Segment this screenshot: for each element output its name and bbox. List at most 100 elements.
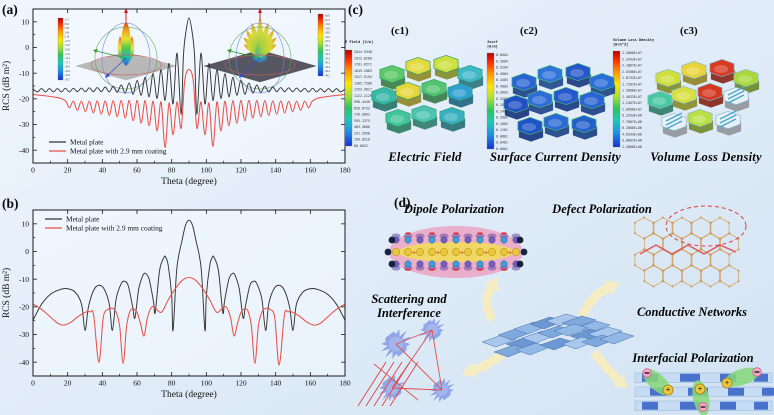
svg-text:20: 20 xyxy=(64,379,72,388)
svg-text:-22.0: -22.0 xyxy=(325,36,331,39)
svg-text:160: 160 xyxy=(305,379,317,388)
svg-text:20: 20 xyxy=(64,166,72,175)
svg-text:E Field [V/m]: E Field [V/m] xyxy=(345,40,373,44)
svg-text:+: + xyxy=(508,248,512,257)
svg-text:0.3603: 0.3603 xyxy=(496,91,508,95)
svg-text:0.16: 0.16 xyxy=(65,36,70,39)
svg-text:6.2000E+06: 6.2000E+06 xyxy=(622,126,642,130)
svg-text:-37.3: -37.3 xyxy=(325,57,331,60)
svg-text:-46.4: -46.4 xyxy=(325,70,331,73)
svg-text:Metal plate: Metal plate xyxy=(70,138,104,147)
label-dipole-polarization: Dipole Polarization xyxy=(403,202,505,216)
svg-text:1912.8260: 1912.8260 xyxy=(354,56,372,60)
svg-text:-15.8: -15.8 xyxy=(325,27,331,30)
svg-text:100: 100 xyxy=(201,379,213,388)
svg-text:Metal plate with 2.9 mm coatin: Metal plate with 2.9 mm coating xyxy=(70,147,167,156)
svg-text:-40: -40 xyxy=(19,146,29,155)
series-coating xyxy=(33,276,345,366)
svg-text:2.0300E+07: 2.0300E+07 xyxy=(622,70,642,74)
svg-text:Theta (degree): Theta (degree) xyxy=(161,389,217,400)
interfacial-polarization-graphic: + + + xyxy=(634,367,774,415)
svg-text:-2.73: -2.73 xyxy=(65,40,71,43)
label-conductive-networks: Conductive Networks xyxy=(636,305,748,319)
svg-text:60: 60 xyxy=(133,166,141,175)
hex-tile xyxy=(457,64,484,90)
svg-text:Jsurf: Jsurf xyxy=(487,40,498,44)
svg-text:-8.50: -8.50 xyxy=(65,49,71,52)
svg-text:1253.9817: 1253.9817 xyxy=(354,88,372,92)
svg-text:-20: -20 xyxy=(19,302,29,311)
svg-text:Metal plate: Metal plate xyxy=(66,215,100,224)
svg-text:463.3686: 463.3686 xyxy=(354,125,370,129)
flow-arrow xyxy=(482,276,500,322)
hex-tile xyxy=(537,64,564,90)
svg-text:2.3433E+07: 2.3433E+07 xyxy=(622,57,642,61)
svg-text:0.6004: 0.6004 xyxy=(496,53,508,57)
flow-arrow xyxy=(590,349,628,389)
svg-text:140: 140 xyxy=(270,379,282,388)
dipole-polarization-graphic: + + + + + xyxy=(384,226,528,278)
sublabel-c1: (c1) xyxy=(391,25,409,37)
hex-tile xyxy=(411,104,438,130)
hex-tile xyxy=(565,62,592,88)
svg-text:-34.2: -34.2 xyxy=(325,53,331,56)
farfield-inset-pencil-beam: 11.78.815.933.04 0.16-2.73-5.61 -8.50-11.4… xyxy=(57,8,177,94)
honeycomb-network-graphic xyxy=(633,205,747,288)
svg-text:10: 10 xyxy=(22,17,30,26)
svg-text:5.93: 5.93 xyxy=(65,27,70,30)
nanosheet-stack-graphic xyxy=(481,313,635,358)
svg-text:+: + xyxy=(666,386,671,395)
svg-text:-25.8: -25.8 xyxy=(65,74,71,77)
hex-tile xyxy=(715,110,742,136)
svg-text:-20.0: -20.0 xyxy=(65,66,71,69)
hex-tile xyxy=(385,108,412,134)
svg-text:-30: -30 xyxy=(19,330,29,339)
hex-tile xyxy=(447,82,474,108)
hex-tile xyxy=(709,58,736,84)
svg-text:2044.5948: 2044.5948 xyxy=(354,50,372,54)
caption-volume-loss: Volume Loss Density xyxy=(650,150,762,164)
svg-text:-40: -40 xyxy=(19,358,29,367)
svg-text:-28.1: -28.1 xyxy=(325,45,331,48)
svg-text:160: 160 xyxy=(305,166,317,175)
sublabel-c3: (c3) xyxy=(680,25,698,37)
svg-text:0.3203: 0.3203 xyxy=(496,97,508,101)
svg-text:0.2802: 0.2802 xyxy=(496,103,508,107)
hex-tile xyxy=(681,60,708,86)
scattering-interference-graphic xyxy=(357,317,455,407)
svg-text:1.8733E+07: 1.8733E+07 xyxy=(622,76,642,80)
hex-tile xyxy=(553,86,580,112)
svg-text:-25.0: -25.0 xyxy=(325,40,331,43)
svg-text:+: + xyxy=(698,385,703,394)
svg-text:7.7667E+06: 7.7667E+06 xyxy=(622,120,642,124)
svg-text:0.2402: 0.2402 xyxy=(496,109,508,113)
svg-text:-43.4: -43.4 xyxy=(325,66,331,69)
hex-tile xyxy=(503,94,530,120)
svg-text:1.0900E+07: 1.0900E+07 xyxy=(622,107,642,111)
hexagon-cluster-e-field xyxy=(371,54,484,134)
svg-text:-10: -10 xyxy=(19,275,29,284)
caption-electric-field: Electric Field xyxy=(388,150,462,164)
svg-text:8.81: 8.81 xyxy=(65,23,70,26)
hex-tile xyxy=(697,82,724,108)
svg-text:1.5600E+07: 1.5600E+07 xyxy=(622,89,642,93)
svg-text:0: 0 xyxy=(31,166,35,175)
svg-text:0: 0 xyxy=(31,379,35,388)
svg-text:-9.71: -9.71 xyxy=(325,19,331,22)
svg-text:-30: -30 xyxy=(19,120,29,129)
svg-text:199.8310: 199.8310 xyxy=(354,138,370,142)
svg-text:11.7: 11.7 xyxy=(65,19,70,22)
svg-text:0.0801: 0.0801 xyxy=(496,134,508,138)
svg-text:+: + xyxy=(412,248,416,257)
svg-text:0: 0 xyxy=(25,43,29,52)
svg-text:Volume Loss Density: Volume Loss Density xyxy=(613,38,655,42)
svg-text:0.4804: 0.4804 xyxy=(496,72,508,76)
hex-tile xyxy=(647,90,674,116)
svg-text:120: 120 xyxy=(235,379,247,388)
sublabel-c2: (c2) xyxy=(520,25,538,37)
svg-text:180: 180 xyxy=(339,379,351,388)
svg-text:-18.9: -18.9 xyxy=(325,32,331,35)
hexagon-cluster-volume-loss xyxy=(647,58,760,138)
